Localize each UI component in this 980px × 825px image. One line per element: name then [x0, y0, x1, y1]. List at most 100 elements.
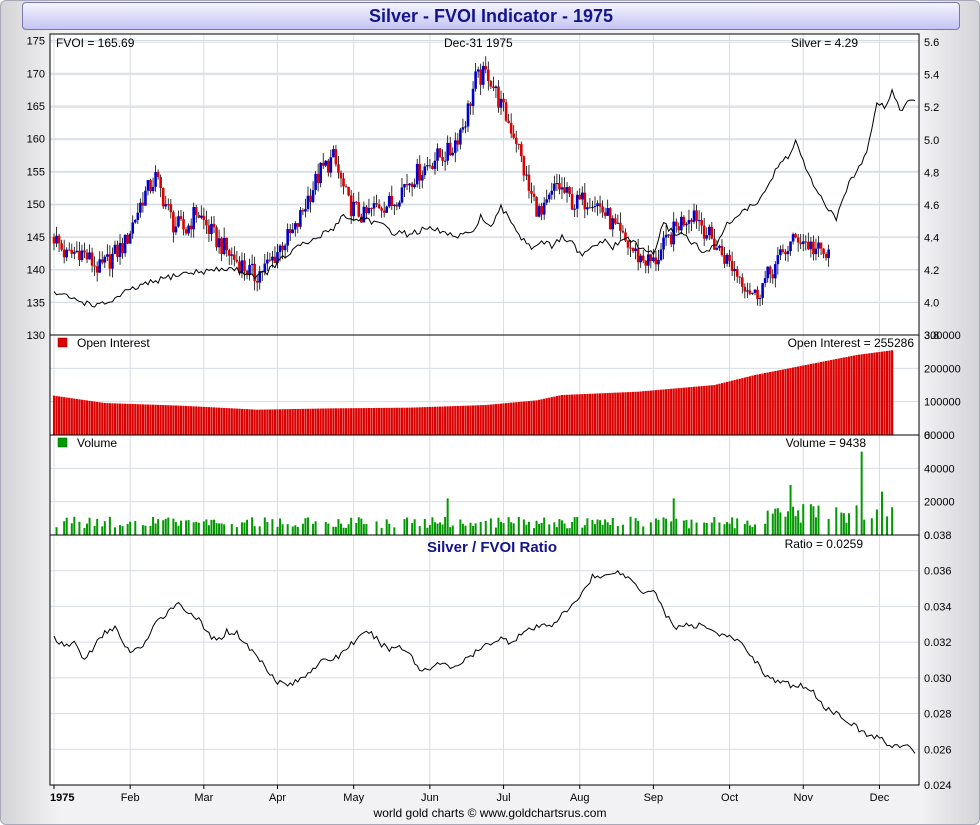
oi-bar	[111, 403, 114, 435]
candle-body	[639, 255, 642, 263]
oi-bar	[499, 403, 503, 435]
candle-body	[827, 249, 830, 258]
volume-bar	[197, 522, 200, 535]
candle-body	[139, 202, 142, 213]
candle-body	[761, 283, 764, 298]
oi-bar	[565, 394, 569, 435]
candle-body	[230, 254, 234, 256]
oi-bar	[200, 406, 203, 435]
oi-bar	[235, 408, 238, 435]
volume-bar	[474, 523, 477, 535]
oi-bar	[482, 405, 485, 435]
candle-body	[779, 249, 782, 256]
candle-body	[410, 183, 414, 188]
oi-bar	[289, 409, 292, 435]
volume-bar	[281, 524, 284, 535]
volume-bar	[144, 525, 147, 535]
volume-bar	[637, 520, 640, 535]
oi-bar	[538, 399, 541, 435]
volume-bar	[649, 522, 652, 535]
oi-bar	[708, 385, 711, 435]
oi-bar	[624, 392, 627, 435]
oi-bar	[344, 408, 348, 435]
candle-body	[248, 265, 251, 276]
candle-body	[469, 103, 472, 106]
candle-body	[347, 186, 350, 196]
oi-bar	[276, 409, 279, 435]
oi-bar	[568, 394, 571, 435]
candle-body	[405, 184, 409, 186]
volume-bar	[411, 523, 414, 535]
oi-bar	[675, 388, 678, 435]
oi-bar	[438, 406, 442, 435]
candle-body	[481, 66, 485, 85]
oi-bar	[507, 402, 510, 435]
candle-body	[512, 133, 516, 138]
oi-bar	[172, 405, 175, 435]
volume-bar	[748, 525, 751, 535]
candle-body	[83, 250, 86, 253]
volume-bar	[685, 520, 688, 535]
volume-bar	[573, 517, 576, 535]
volume-bar	[510, 522, 513, 535]
volume-bar	[863, 519, 866, 535]
oi-bar	[713, 385, 716, 435]
oi-bar	[268, 409, 271, 435]
ratio-axis-tick-label: 0.038	[924, 530, 952, 542]
volume-bar	[230, 524, 233, 535]
candle-body	[580, 192, 584, 200]
candle-body	[309, 195, 312, 203]
volume-bar	[431, 517, 434, 535]
oi-bar	[253, 409, 256, 435]
oi-bar	[703, 385, 706, 435]
volume-bar	[847, 513, 850, 535]
candle-body	[817, 242, 820, 249]
candle-body	[151, 186, 155, 192]
oi-bar	[606, 393, 609, 435]
oi-bar	[596, 393, 599, 435]
candle-body	[573, 208, 576, 210]
candle-body	[271, 256, 274, 261]
candle-body	[492, 86, 495, 89]
volume-bar	[324, 522, 327, 535]
volume-bar	[213, 519, 216, 535]
oi-bar	[383, 407, 386, 435]
candle-body	[603, 212, 607, 216]
oi-bar	[233, 408, 236, 435]
candle-body	[446, 142, 449, 161]
volume-bar	[568, 528, 571, 535]
candle-body	[448, 142, 452, 156]
candle-body	[753, 289, 757, 293]
volume-bar	[119, 525, 122, 535]
volume-bar	[355, 522, 358, 535]
candle-body	[459, 129, 462, 145]
ratio-axis-tick-label: 0.026	[924, 744, 952, 756]
oi-bar	[662, 389, 665, 435]
oi-bar	[616, 392, 619, 435]
oi-bar	[342, 408, 345, 435]
candle-body	[222, 237, 226, 255]
x-tick-label: Jul	[497, 792, 511, 804]
oi-bar	[220, 407, 223, 435]
candle-body	[215, 227, 218, 248]
oi-bar	[192, 406, 195, 435]
candle-body	[342, 178, 345, 187]
volume-bar	[187, 520, 190, 535]
candle-body	[111, 253, 114, 269]
candle-body	[494, 86, 498, 89]
oi-bar	[657, 389, 660, 435]
oi-bar	[418, 407, 421, 435]
oi-bar	[799, 366, 802, 435]
oi-bar	[527, 401, 531, 435]
volume-bar	[441, 524, 444, 535]
candle-body	[634, 248, 637, 252]
volume-bar	[616, 526, 619, 535]
candle-body	[489, 81, 493, 87]
candle-body	[207, 225, 211, 234]
oi-bar	[776, 370, 779, 435]
volume-bar	[726, 522, 729, 535]
oi-bar	[78, 399, 81, 435]
fvoi-axis-tick-label: 150	[27, 199, 45, 211]
oi-bar	[240, 408, 244, 435]
volume-bar	[583, 525, 586, 535]
